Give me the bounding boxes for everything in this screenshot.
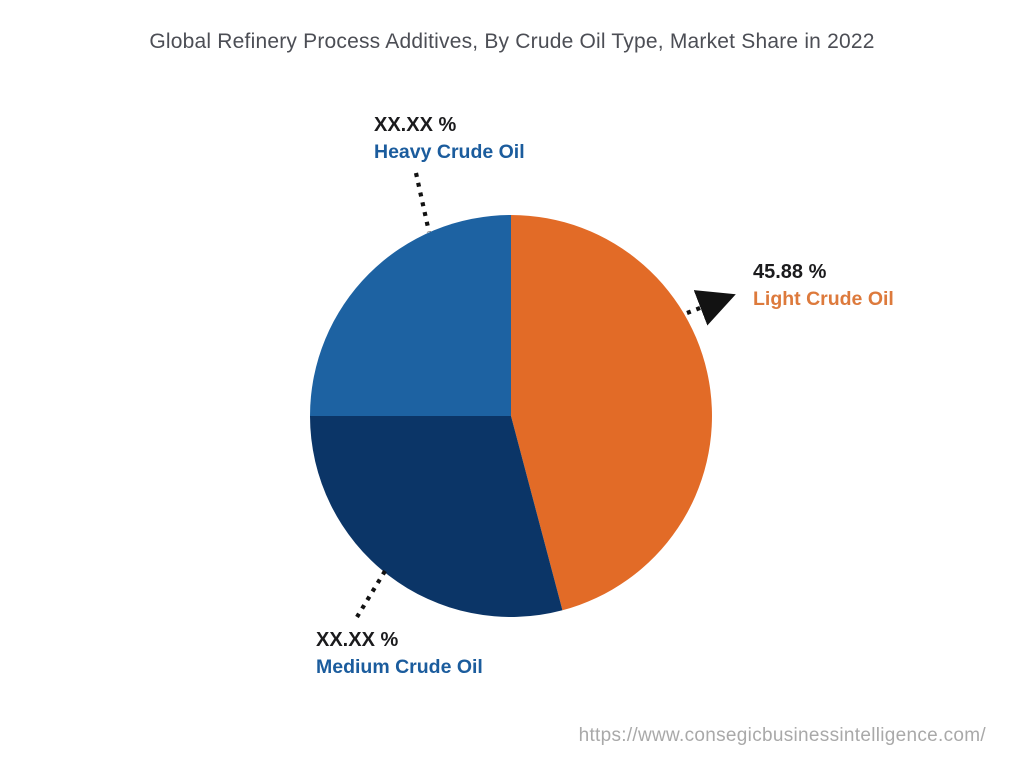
leader-arrow-light-crude-oil <box>686 290 736 326</box>
callout-heavy-crude-oil: XX.XX % Heavy Crude Oil <box>374 112 525 166</box>
callout-heavy-percent: XX.XX % <box>374 114 457 136</box>
pie-slice-medium-crude-oil <box>310 416 563 617</box>
callout-light-crude-oil: 45.88 % Light Crude Oil <box>753 259 894 313</box>
callout-light-label: Light Crude Oil <box>753 288 894 310</box>
leader-line-medium-crude-oil <box>355 569 387 619</box>
chart-title: Global Refinery Process Additives, By Cr… <box>149 30 875 53</box>
watermark-url: https://www.consegicbusinessintelligence… <box>578 725 986 746</box>
pie-slices-group <box>310 215 712 617</box>
callout-heavy-label: Heavy Crude Oil <box>374 141 525 163</box>
callout-light-percent: 45.88 % <box>753 261 827 283</box>
callout-medium-crude-oil: XX.XX % Medium Crude Oil <box>316 627 483 681</box>
callout-medium-label: Medium Crude Oil <box>316 656 483 678</box>
pie-slice-heavy-crude-oil <box>310 215 511 416</box>
leader-line-heavy-crude-oil <box>413 172 432 233</box>
pie-slice-light-crude-oil <box>511 215 712 611</box>
callout-medium-percent: XX.XX % <box>316 629 399 651</box>
